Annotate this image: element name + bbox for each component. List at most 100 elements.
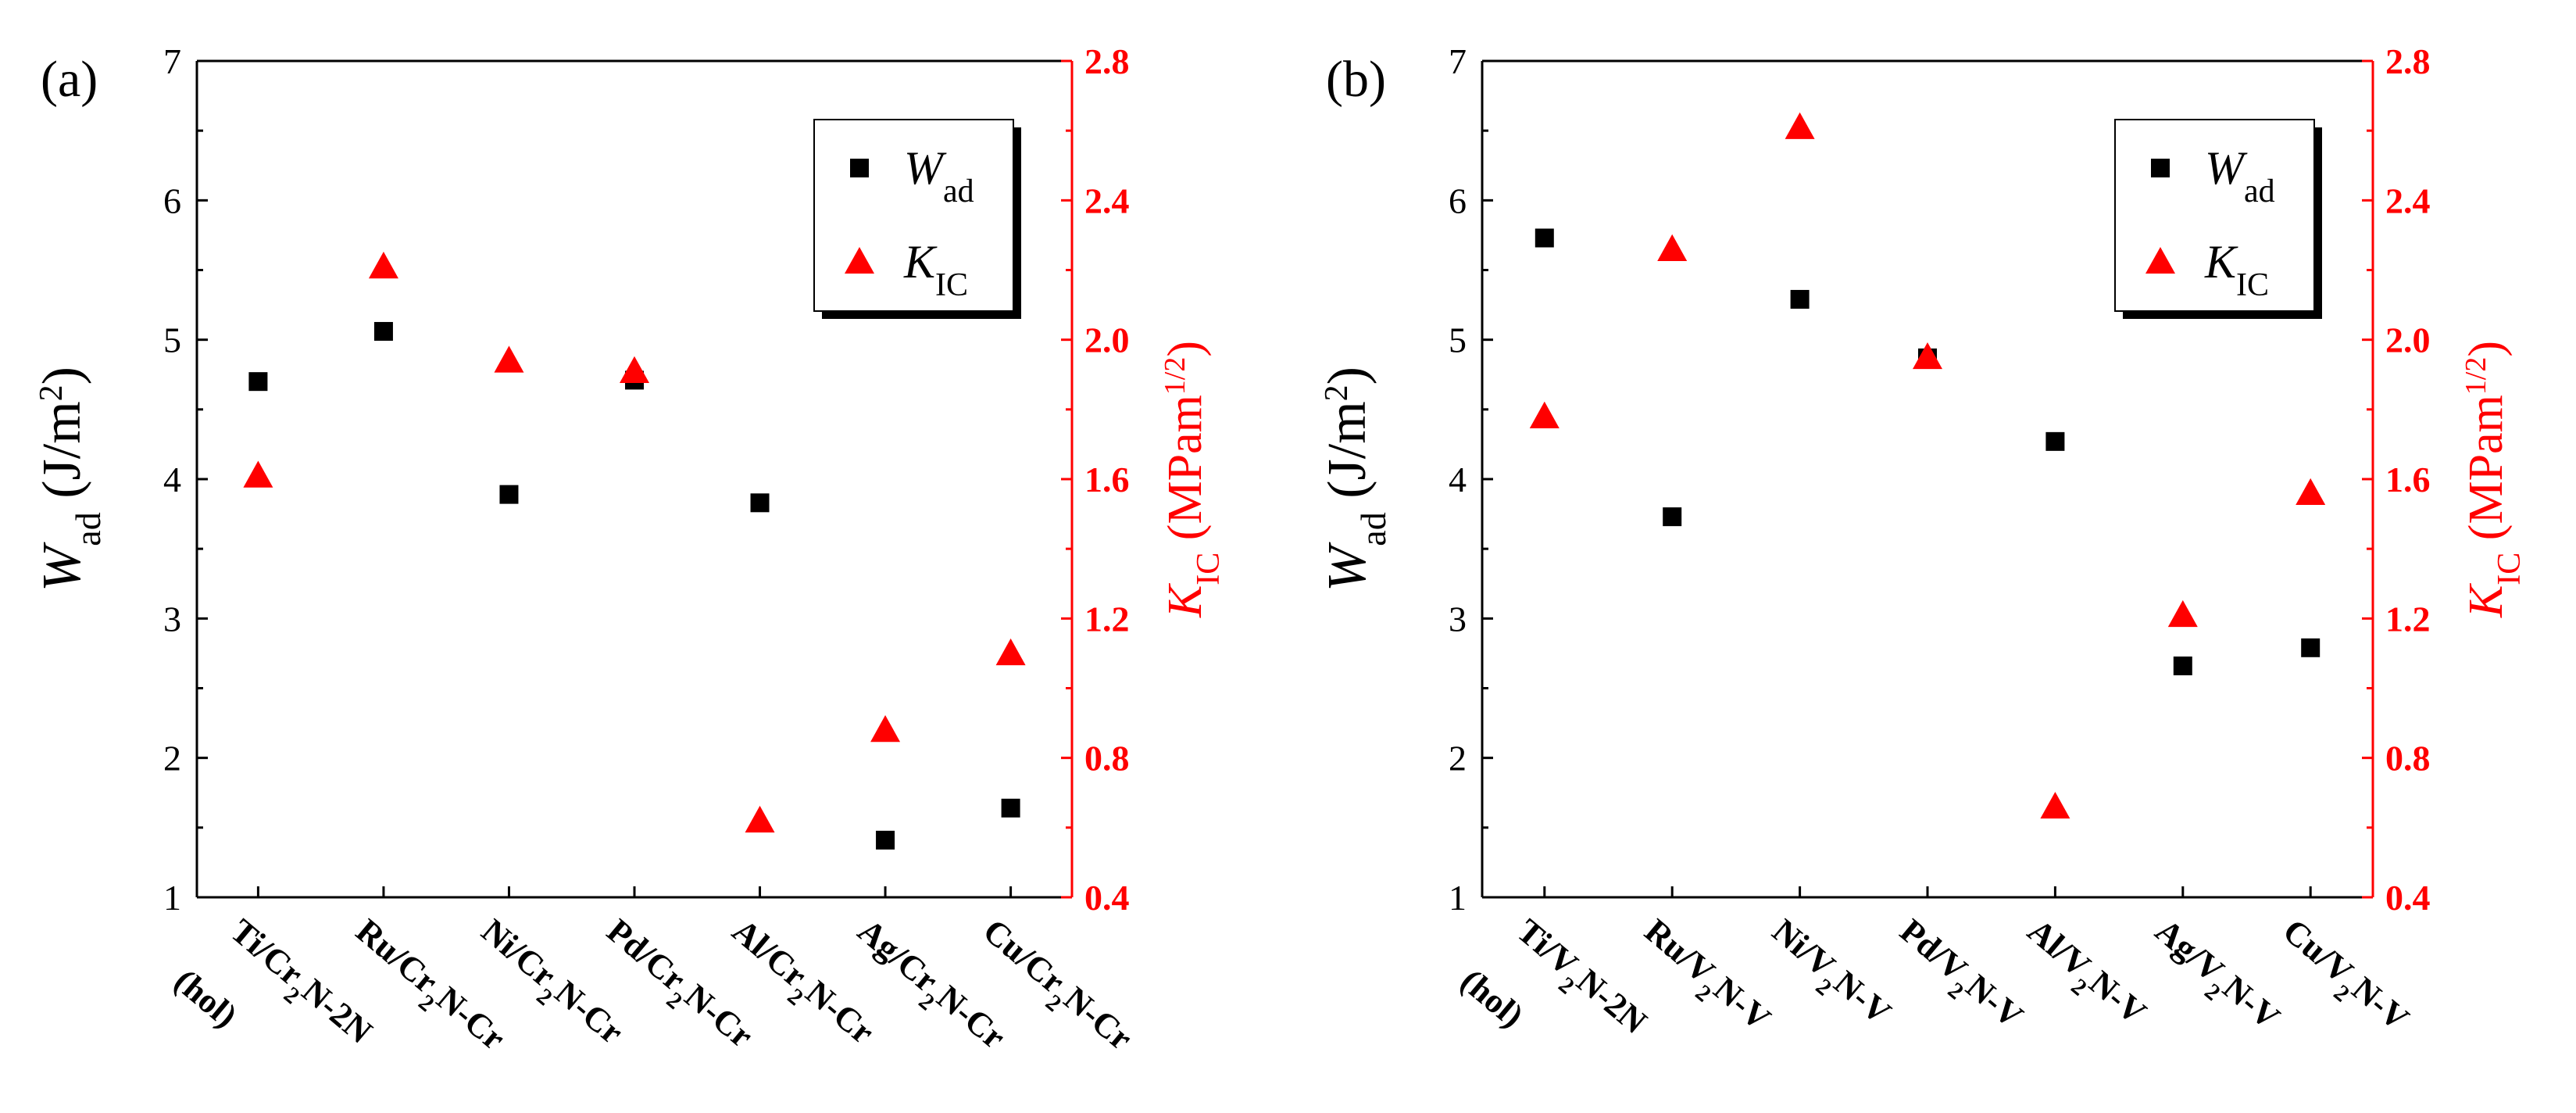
kic-point xyxy=(494,345,524,373)
wad-point xyxy=(2173,656,2192,675)
wad-point xyxy=(1790,289,1810,309)
axis-title-subscript: ad xyxy=(68,512,108,546)
panel-label: (b) xyxy=(1326,51,1386,108)
category-text: N-2N xyxy=(295,972,379,1051)
category-text: N-V xyxy=(2082,963,2154,1032)
axis-title-units: (J/m xyxy=(32,401,92,512)
legend-symbol: W xyxy=(904,142,947,194)
category-label: Cu/V2N-V xyxy=(2269,911,2417,1046)
category-text: N-Cr xyxy=(930,978,1013,1056)
right-tick-label: 0.4 xyxy=(1084,878,1130,918)
category-text: N-V xyxy=(2345,969,2417,1038)
kic-point xyxy=(368,252,398,279)
kic-point xyxy=(1913,342,1942,370)
left-tick-label: 2 xyxy=(163,739,181,778)
axis-title-units: (MPam xyxy=(2460,395,2513,553)
legend-subscript: ad xyxy=(2244,174,2275,209)
left-tick-label: 2 xyxy=(1449,739,1467,778)
axis-title-symbol: K xyxy=(1159,582,1212,618)
wad-point xyxy=(2301,638,2321,657)
kic-point xyxy=(620,356,649,383)
wad-point xyxy=(1001,798,1020,818)
category-text: N-2N xyxy=(1570,961,1654,1041)
left-tick-label: 7 xyxy=(1449,41,1467,81)
axis-title-end: ) xyxy=(2460,341,2513,357)
wad-point xyxy=(2045,431,2065,451)
legend-square-marker xyxy=(2151,159,2170,177)
chart-panel-a: 1 2 3 4 5 6 7 0.4 0.8 1.2 1.6 2.0 2.4 2.8 Ti/Cr 2 N-2N (h… xyxy=(32,41,1227,1058)
right-tick-label: 2.0 xyxy=(2385,320,2431,360)
legend-subscript: ad xyxy=(943,174,974,209)
category-text: N-V xyxy=(1706,969,1778,1038)
kic-point xyxy=(1657,234,1688,261)
legend-label: KIC xyxy=(2204,236,2269,303)
axis-title-superscript: 1/2 xyxy=(2460,357,2492,395)
left-tick-label: 1 xyxy=(1449,878,1467,918)
right-tick-label: 2.8 xyxy=(1084,41,1130,81)
axis-title-symbol: W xyxy=(32,542,92,592)
left-tick-label: 4 xyxy=(163,460,181,499)
right-tick-label: 0.4 xyxy=(2385,878,2431,918)
category-text: Ru/V xyxy=(1638,911,1722,991)
category-text: N-Cr xyxy=(799,973,881,1051)
legend-symbol: K xyxy=(903,236,938,288)
axis-title-units: (J/m xyxy=(1317,401,1377,512)
category-text: Cu/Cr xyxy=(976,911,1072,1001)
category-text: Ni/Cr xyxy=(474,911,563,995)
category-text: N-Cr xyxy=(677,977,760,1055)
left-tick-label: 5 xyxy=(1449,320,1467,360)
axis-title-end: ) xyxy=(1159,341,1212,357)
legend-box xyxy=(813,119,1014,312)
wad-point xyxy=(499,485,519,504)
legend-label: Wad xyxy=(2205,142,2275,209)
category-text: Pd/Cr xyxy=(600,911,694,998)
axis-title-units: (MPam xyxy=(1159,395,1212,553)
right-tick-label: 1.6 xyxy=(1084,460,1130,499)
wad-point xyxy=(750,493,770,513)
axis-title-symbol: K xyxy=(2460,582,2513,618)
right-axis-title: KIC (MPam1/2) xyxy=(2460,341,2528,618)
category-text: Ti/Cr xyxy=(223,911,310,993)
axis-title-subscript: IC xyxy=(2492,553,2528,585)
category-text: Ru/Cr xyxy=(349,911,445,1001)
wad-point xyxy=(373,321,393,341)
axis-title-superscript: 2 xyxy=(1319,385,1355,401)
right-axis-title: KIC (MPam1/2) xyxy=(1159,341,1227,618)
kic-point xyxy=(243,460,273,488)
kic-point xyxy=(870,715,901,743)
left-tick-label: 5 xyxy=(163,320,181,360)
wad-point xyxy=(1535,228,1554,248)
category-text: Ti/V xyxy=(1510,911,1585,983)
kic-point xyxy=(2167,599,2198,628)
category-label: Pd/V2N-V xyxy=(1886,911,2031,1043)
category-label: Ru/V2N-V xyxy=(1631,911,1778,1046)
category-label: Ti/V2N-2N xyxy=(1503,911,1655,1050)
legend-label: KIC xyxy=(903,236,968,303)
kic-point xyxy=(1529,401,1560,428)
axis-title-subscript: ad xyxy=(1353,512,1393,546)
right-tick-label: 0.8 xyxy=(2385,739,2431,778)
left-tick-label: 3 xyxy=(163,599,181,639)
legend-subscript: IC xyxy=(2236,267,2269,303)
right-tick-label: 2.0 xyxy=(1084,320,1130,360)
left-axis-title: Wad (J/m2) xyxy=(1317,367,1393,592)
category-text: Cu/V xyxy=(2276,911,2360,991)
category-text: Al/Cr xyxy=(725,911,814,995)
kic-point xyxy=(2040,792,2070,819)
left-tick-label: 1 xyxy=(163,878,181,918)
legend-box xyxy=(2114,119,2315,312)
legend: Wad KIC xyxy=(813,119,1021,319)
category-label: Ag/V2N-V xyxy=(2142,911,2288,1045)
right-tick-label: 2.8 xyxy=(2385,41,2431,81)
category-text: N-V xyxy=(2216,968,2288,1037)
axis-title-end: ) xyxy=(1317,367,1377,385)
right-tick-label: 2.4 xyxy=(1084,181,1130,220)
category-label: Ni/V2N-V xyxy=(1758,911,1898,1040)
chart-panel-b: 12345670.40.81.21.62.02.42.8Ti/V2N-2N(ho… xyxy=(1317,41,2528,1050)
left-tick-label: 4 xyxy=(1449,460,1467,499)
right-tick-label: 1.2 xyxy=(1084,599,1130,639)
wad-point xyxy=(1663,507,1682,527)
legend-symbol: W xyxy=(2205,142,2248,194)
